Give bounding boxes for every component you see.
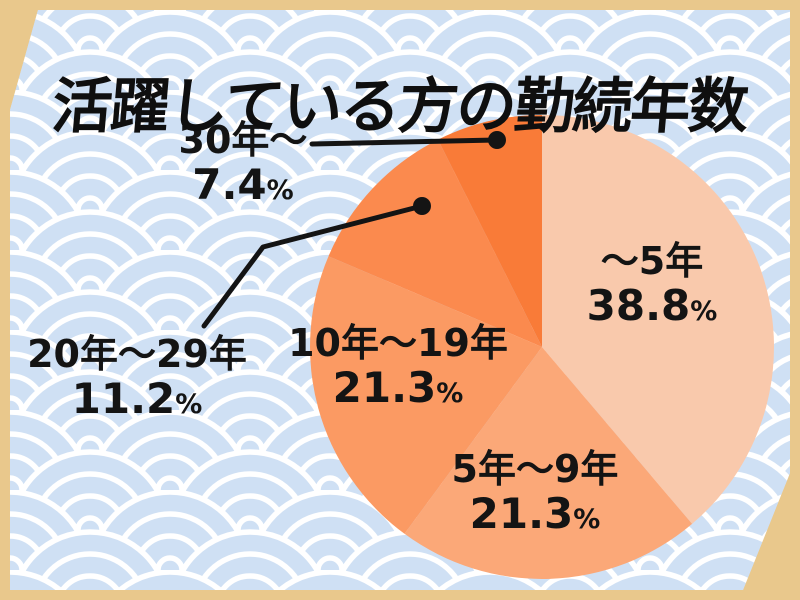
leader-lines-group [201,131,506,329]
leader-line-20to29 [201,203,425,329]
slice-category: 20年～29年 [27,332,247,377]
slice-label-under5yr: ～5年 38.8% [586,239,718,330]
slice-value: 7.4% [192,159,294,209]
slice-category: 5年～9年 [451,447,619,492]
slice-label-10to19yr: 10年～19年 21.3% [288,321,508,412]
percent-sign: % [573,503,601,535]
slice-category: ～5年 [600,239,704,284]
percent-sign: % [175,388,203,420]
pie-slice-3 [328,139,542,347]
leader-line-30plus [309,137,499,147]
slice-label-20to29yr: 20年～29年 11.2% [27,332,247,423]
slice-value: 11.2% [71,373,203,423]
pie-slice-4 [438,115,542,347]
slice-label-5to9yr: 5年～9年 21.3% [451,447,619,538]
slice-label-30plus: 30年～ 7.4% [178,118,308,209]
pie-slice-0 [542,115,774,524]
slice-category: 30年～ [178,118,308,163]
slice-value: 38.8% [586,280,718,330]
page-title: 活躍している方の勤続年数 [49,72,750,143]
pie-slice-2 [310,256,542,534]
percent-sign: % [690,295,718,327]
percent-sign: % [436,377,464,409]
leader-dot-30plus [488,131,506,149]
percent-sign: % [266,174,294,206]
leader-dot-20to29 [413,197,431,215]
pie-slice-1 [404,347,693,579]
pie-slices-group [310,115,774,579]
slice-value: 21.3% [469,488,601,538]
slice-value: 21.3% [332,362,464,412]
slice-category: 10年～19年 [288,321,508,366]
